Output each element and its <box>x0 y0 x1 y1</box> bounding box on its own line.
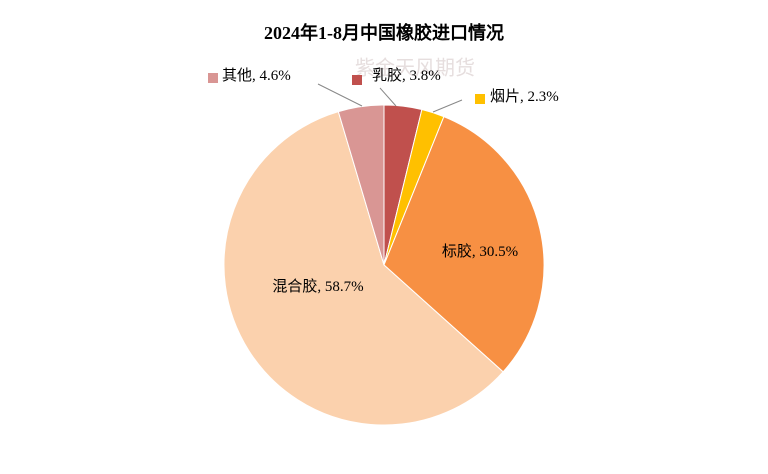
label-separator: , <box>317 279 325 295</box>
label-value: 3.8% <box>410 68 441 84</box>
label-separator: , <box>252 68 260 84</box>
watermark: 紫金天风期货 <box>355 57 475 80</box>
label-value: 2.3% <box>528 89 559 105</box>
label-category: 标胶 <box>442 243 472 260</box>
label-category: 混合胶 <box>272 278 317 295</box>
data-label: 其他, 4.6% <box>222 67 291 84</box>
leader-line <box>317 83 363 107</box>
leader-line <box>379 87 397 107</box>
label-value: 58.7% <box>325 279 364 295</box>
label-category: 其他 <box>222 67 252 84</box>
chart-title: 2024年1-8月中国橡胶进口情况 <box>264 22 504 43</box>
legend-swatch <box>352 75 362 85</box>
data-label: 乳胶, 3.8% <box>372 67 441 84</box>
label-value: 4.6% <box>260 68 291 84</box>
data-label: 烟片, 2.3% <box>490 88 559 105</box>
label-category: 乳胶 <box>372 67 402 84</box>
leader-line <box>432 99 463 113</box>
pie-slice <box>223 111 504 426</box>
label-separator: , <box>520 89 528 105</box>
legend-swatch <box>208 73 218 83</box>
legend-swatch <box>475 94 485 104</box>
label-separator: , <box>472 244 480 260</box>
label-value: 30.5% <box>479 244 518 260</box>
label-separator: , <box>402 68 410 84</box>
data-label: 标胶, 30.5% <box>442 243 518 260</box>
pie-slice <box>337 104 385 266</box>
label-category: 烟片 <box>490 88 520 105</box>
data-label: 混合胶, 58.7% <box>272 278 363 295</box>
pie-slice <box>383 115 545 373</box>
